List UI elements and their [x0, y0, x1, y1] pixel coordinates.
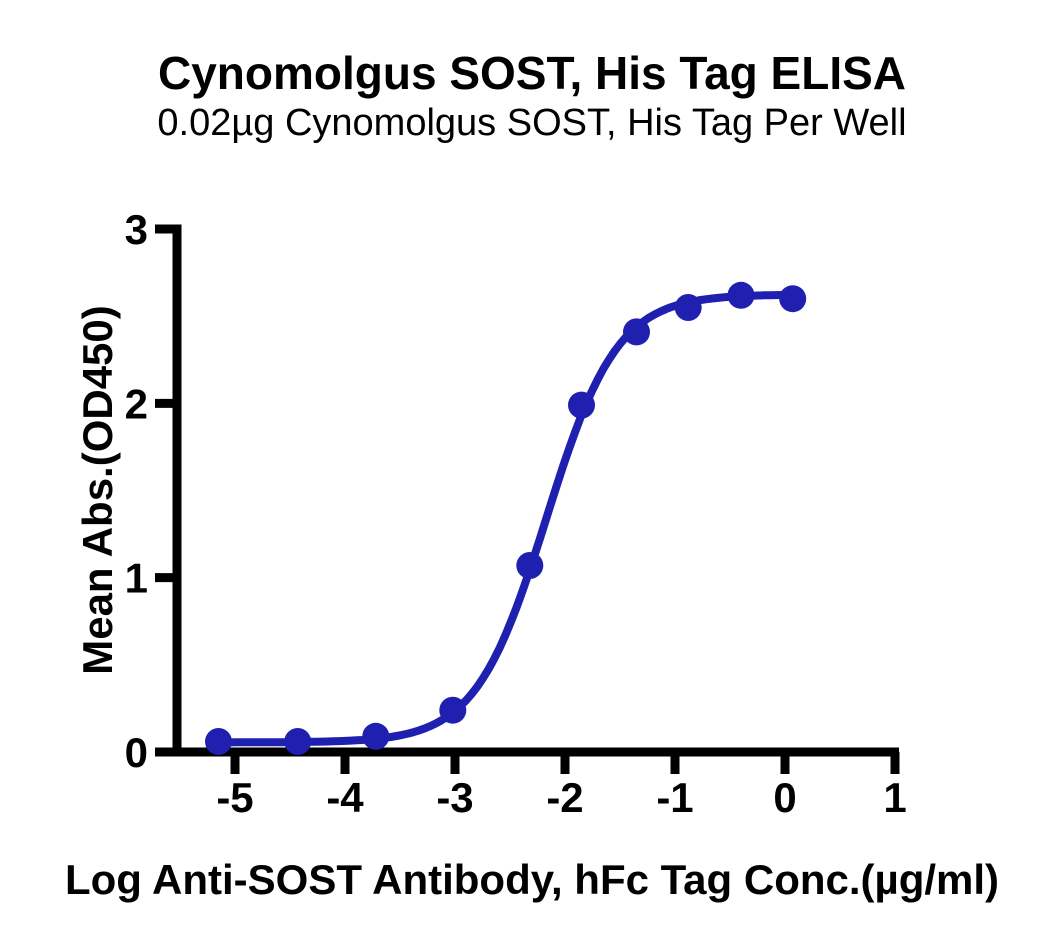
chart-title: Cynomolgus SOST, His Tag ELISA — [158, 47, 906, 99]
data-point — [623, 318, 650, 346]
data-point — [674, 294, 702, 321]
data-point — [205, 728, 232, 755]
data-point — [727, 281, 755, 309]
y-tick-label: 2 — [125, 380, 148, 427]
data-point — [362, 722, 390, 750]
y-tick-label: 1 — [125, 555, 148, 602]
data-point — [439, 696, 467, 724]
x-axis-title: Log Anti-SOST Antibody, hFc Tag Conc.(µg… — [65, 856, 999, 903]
x-tick-label: 1 — [883, 774, 906, 821]
data-point — [568, 391, 595, 419]
x-tick-label: -2 — [546, 774, 583, 821]
fit-curve — [214, 290, 797, 747]
data-point — [516, 552, 544, 579]
y-tick-label: 3 — [125, 206, 148, 253]
x-tick-label: -3 — [436, 774, 473, 821]
x-tick-label: -1 — [656, 774, 693, 821]
data-point — [779, 285, 807, 313]
y-tick-label: 0 — [125, 729, 148, 776]
chart-subtitle: 0.02µg Cynomolgus SOST, His Tag Per Well — [157, 102, 906, 144]
data-point — [284, 728, 312, 755]
x-tick-label: 0 — [773, 774, 796, 821]
series-layer — [205, 281, 807, 755]
x-tick-label: -4 — [326, 774, 364, 821]
axes-layer: -5 -4 -3 -2 -1 0 1 0 1 2 3 — [125, 206, 907, 821]
y-axis-title: Mean Abs.(OD450) — [74, 305, 121, 675]
x-tick-label: -5 — [216, 774, 253, 821]
